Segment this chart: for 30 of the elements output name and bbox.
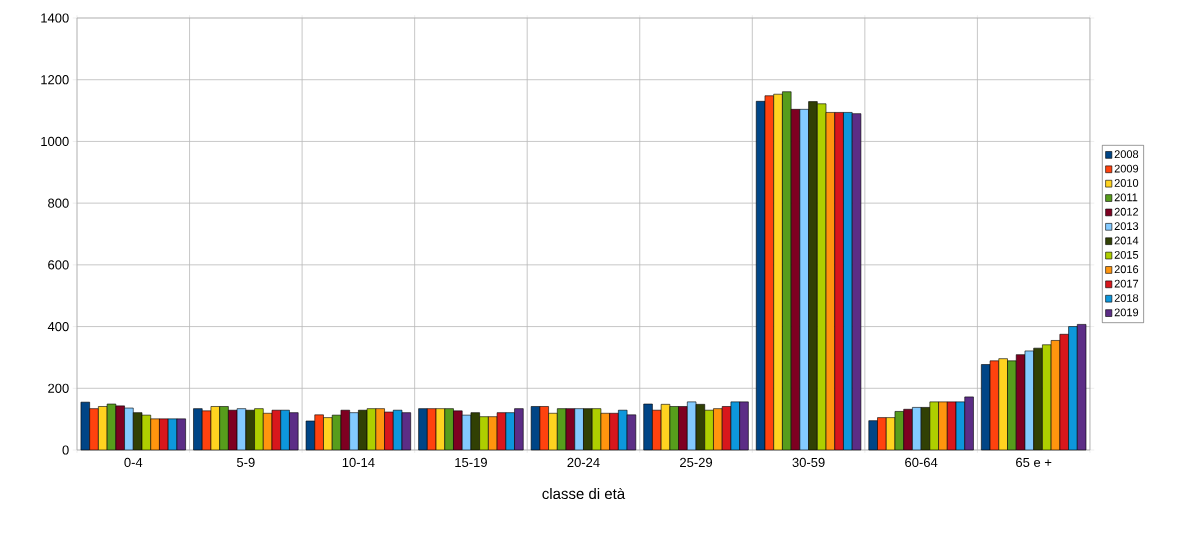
legend-label: 2010 bbox=[1114, 179, 1139, 187]
x-tick-label: 25-29 bbox=[680, 457, 713, 467]
y-tick-label: 1400 bbox=[41, 13, 69, 23]
x-tick-label: 10-14 bbox=[342, 457, 375, 467]
x-tick-label: 20-24 bbox=[567, 457, 600, 467]
legend-label: 2019 bbox=[1114, 308, 1139, 317]
y-tick-label: 600 bbox=[48, 260, 69, 270]
y-tick-label: 0 bbox=[62, 445, 69, 455]
legend-label: 2015 bbox=[1114, 250, 1139, 259]
x-tick-label: 65 e + bbox=[1016, 457, 1052, 467]
legend-label: 2011 bbox=[1114, 193, 1138, 202]
y-tick-label: 1000 bbox=[41, 136, 69, 147]
legend-label: 2018 bbox=[1114, 294, 1139, 302]
y-tick-label: 1200 bbox=[41, 75, 69, 85]
x-tick-label: 15-19 bbox=[455, 457, 487, 467]
legend-label: 2009 bbox=[1114, 164, 1139, 173]
legend-label: 2012 bbox=[1114, 207, 1139, 216]
x-tick-label: 60-64 bbox=[905, 457, 938, 467]
legend-label: 2016 bbox=[1114, 265, 1139, 274]
x-axis-title: classe di età bbox=[542, 487, 626, 500]
y-tick-label: 400 bbox=[47, 321, 69, 332]
legend-label: 2013 bbox=[1114, 222, 1139, 231]
legend-label: 2008 bbox=[1114, 150, 1139, 159]
legend-label: 2014 bbox=[1114, 236, 1139, 245]
y-tick-label: 800 bbox=[48, 198, 69, 208]
y-tick-label: 200 bbox=[48, 383, 69, 393]
legend-label: 2017 bbox=[1114, 279, 1139, 288]
x-tick-label: 0-4 bbox=[124, 457, 143, 467]
x-tick-label: 30-59 bbox=[792, 457, 825, 467]
x-tick-label: 5-9 bbox=[236, 457, 255, 467]
